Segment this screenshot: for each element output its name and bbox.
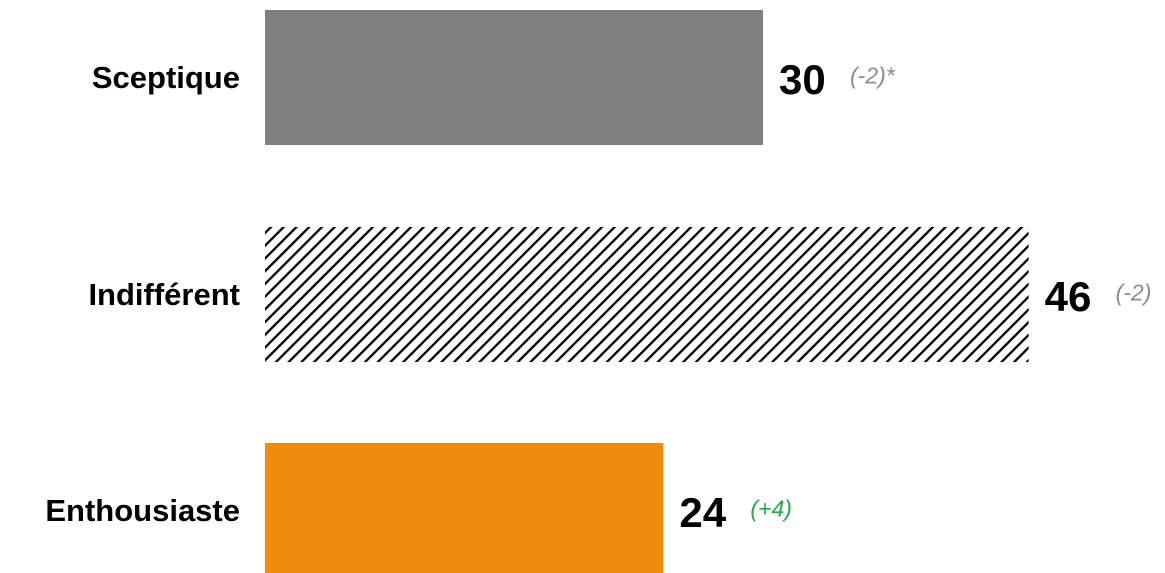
bars-layer [265, 10, 1029, 573]
value-label: 24 [679, 489, 726, 536]
change-label: (-2)* [850, 63, 896, 89]
category-label: Enthousiaste [45, 493, 240, 528]
bar-indifferent [265, 227, 1029, 362]
category-label: Sceptique [92, 60, 240, 95]
value-label: 46 [1045, 273, 1092, 320]
change-label: (-2) [1116, 280, 1152, 306]
bar-sceptique [265, 10, 763, 145]
labels-layer: Sceptique 30 (-2)* Indifférent 46 (-2) Enthous… [45, 56, 1151, 536]
category-label: Indifférent [88, 277, 240, 312]
value-label: 30 [779, 56, 826, 103]
change-label: (+4) [750, 496, 792, 522]
bar-enthousiaste [265, 443, 664, 573]
